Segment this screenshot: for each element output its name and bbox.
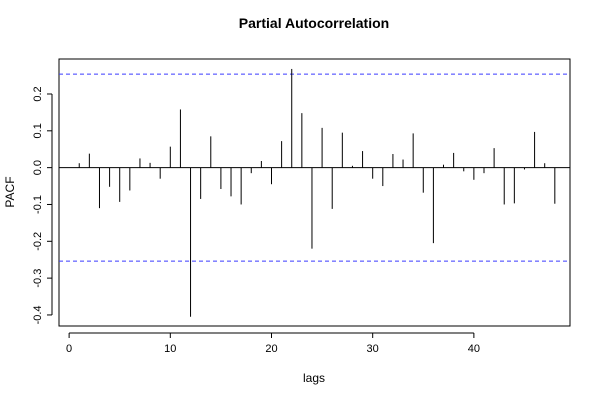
y-tick-label: -0.2: [32, 232, 44, 251]
x-axis: 0 10 20 30 40: [66, 332, 480, 355]
y-axis-label: PACF: [3, 176, 17, 207]
x-tick-label: 0: [66, 343, 72, 355]
x-tick-label: 20: [265, 343, 277, 355]
y-tick-label: 0.2: [32, 86, 44, 101]
y-tick-label: -0.4: [32, 305, 44, 324]
pacf-spikes: [78, 68, 556, 317]
y-tick-label: 0.1: [32, 123, 44, 138]
y-tick-label: -0.1: [32, 195, 44, 214]
x-tick-label: 30: [367, 343, 379, 355]
y-axis: -0.4 -0.3 -0.2 -0.1 0.0 0.1 0.2: [32, 86, 53, 324]
x-tick-label: 40: [468, 343, 480, 355]
y-tick-label: -0.3: [32, 269, 44, 288]
x-tick-label: 10: [164, 343, 176, 355]
x-axis-label: lags: [303, 371, 325, 385]
plot-frame: [58, 58, 571, 327]
chart-title: Partial Autocorrelation: [239, 15, 389, 31]
y-tick-label: 0.0: [32, 160, 44, 175]
